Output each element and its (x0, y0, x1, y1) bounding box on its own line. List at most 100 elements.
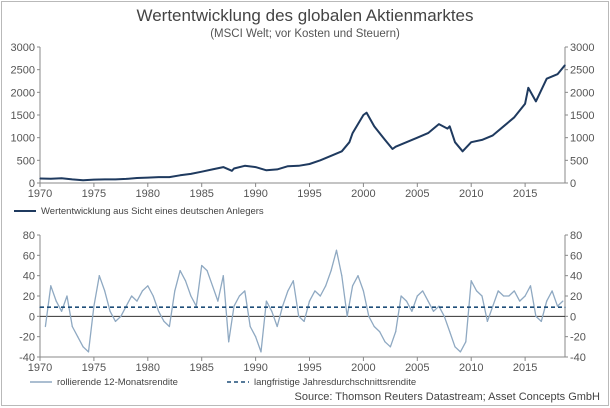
legend-label-1: rollierende 12-Monatsrendite (57, 377, 178, 388)
data-point (93, 179, 95, 181)
data-point (190, 295, 192, 297)
data-point (87, 351, 90, 353)
data-point (513, 290, 515, 292)
y-tick-label-right: -20 (570, 332, 586, 344)
y-tick-label-right: 60 (570, 250, 582, 262)
data-point (400, 295, 402, 297)
data-point (276, 168, 278, 170)
data-point (281, 305, 284, 307)
y-tick-label-right: 0 (570, 311, 576, 323)
x-tick-label: 1970 (28, 188, 52, 200)
data-point (524, 295, 526, 297)
data-point (366, 112, 368, 114)
y-tick-label-right: -40 (570, 352, 586, 364)
data-point (179, 174, 181, 176)
data-point (519, 300, 521, 302)
chart-panel-1: 0 0 500 500 1000 1000 1500 1500 2000 2000 2500 2500… (11, 42, 595, 217)
data-point (384, 341, 386, 343)
data-point (319, 295, 321, 297)
source-note: Source: Thomson Reuters Datastream; Asse… (294, 391, 600, 403)
y-tick-label-right: 80 (570, 230, 582, 242)
data-point (120, 315, 122, 317)
y-tick-label-left: 80 (23, 230, 35, 242)
x-tick-label: 2000 (351, 362, 375, 374)
data-point (211, 168, 214, 170)
data-point (330, 155, 332, 157)
data-point (152, 295, 154, 297)
data-point (98, 275, 100, 277)
data-point (174, 290, 176, 292)
y-tick-label-left: -40 (19, 352, 35, 364)
y-tick-label-left: 1500 (11, 110, 35, 122)
data-point (454, 141, 456, 143)
data-point (190, 173, 192, 175)
data-point (228, 341, 230, 343)
series-line-1 (44, 249, 564, 353)
data-point (535, 315, 537, 317)
y-tick-label-right: 2000 (570, 87, 594, 99)
data-point (157, 176, 160, 178)
x-tick-label: 1980 (136, 188, 160, 200)
data-point (446, 128, 449, 130)
series-line-1 (39, 64, 566, 182)
data-point (168, 325, 170, 328)
y-tick-label-left: 20 (23, 291, 35, 303)
data-point (238, 295, 241, 297)
data-point (50, 178, 52, 180)
data-point (184, 280, 187, 282)
data-point (276, 325, 278, 328)
y-tick-label-left: -20 (19, 332, 35, 344)
data-point (231, 170, 233, 172)
data-point (104, 290, 106, 292)
data-point (60, 177, 63, 179)
data-point (55, 300, 57, 302)
data-point (562, 300, 564, 302)
data-point (389, 346, 391, 348)
data-point (93, 305, 95, 307)
data-point (319, 159, 321, 161)
data-point (384, 139, 386, 141)
data-point (378, 330, 381, 333)
data-point (244, 165, 246, 167)
data-point (168, 176, 170, 178)
data-point (508, 295, 510, 297)
y-tick-label-left: 1000 (11, 133, 35, 145)
data-point (271, 310, 273, 312)
data-point (556, 305, 559, 307)
data-point (233, 305, 235, 307)
data-point (502, 125, 505, 127)
data-point (481, 295, 483, 297)
data-point (373, 325, 375, 328)
data-point (540, 320, 542, 323)
data-point (341, 275, 343, 277)
x-tick-label: 1970 (28, 362, 52, 374)
data-point (341, 150, 343, 152)
data-point (346, 315, 348, 317)
data-point (109, 310, 111, 312)
data-point (556, 73, 559, 75)
y-tick-label-left: 0 (29, 178, 35, 190)
y-tick-label-right: 20 (570, 291, 582, 303)
x-tick-label: 1980 (136, 362, 160, 374)
data-point (163, 320, 165, 323)
data-point (114, 178, 117, 180)
data-point (233, 167, 235, 170)
y-tick-label-right: 1500 (570, 110, 594, 122)
data-point (551, 290, 553, 292)
y-tick-label-left: 40 (23, 271, 35, 283)
data-point (546, 78, 548, 80)
data-point (201, 171, 203, 173)
data-point (125, 178, 127, 180)
data-point (222, 166, 224, 168)
data-point (438, 123, 440, 125)
data-point (244, 290, 246, 292)
data-point (131, 295, 133, 297)
data-point (157, 310, 160, 312)
data-point (352, 132, 354, 134)
data-point (114, 320, 117, 323)
data-point (411, 310, 413, 312)
data-point (147, 285, 149, 287)
data-point (39, 306, 41, 308)
y-tick-label-left: 2500 (11, 65, 35, 77)
